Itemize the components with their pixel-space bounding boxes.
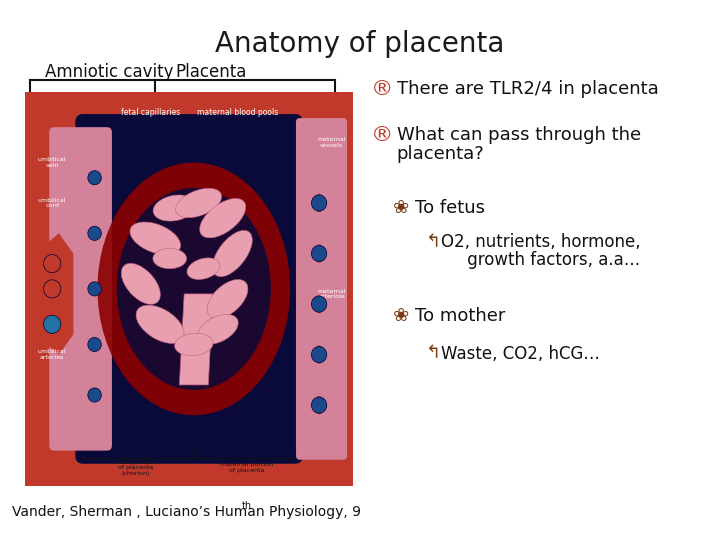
Text: Vander, Sherman , Luciano’s Human Physiology, 9: Vander, Sherman , Luciano’s Human Physio… <box>12 505 361 519</box>
Ellipse shape <box>197 314 238 345</box>
Circle shape <box>311 397 327 413</box>
Circle shape <box>88 282 102 296</box>
Ellipse shape <box>117 188 271 390</box>
Circle shape <box>311 347 327 363</box>
Circle shape <box>88 388 102 402</box>
Text: maternal
vessels: maternal vessels <box>318 137 346 148</box>
Ellipse shape <box>97 163 290 415</box>
Text: ❀: ❀ <box>393 306 409 326</box>
Ellipse shape <box>176 188 222 218</box>
Circle shape <box>311 195 327 211</box>
Text: maternal portion
of placenta: maternal portion of placenta <box>220 462 274 473</box>
Text: Placenta: Placenta <box>175 63 246 81</box>
Ellipse shape <box>153 248 186 269</box>
Circle shape <box>88 226 102 240</box>
Polygon shape <box>179 294 213 385</box>
Ellipse shape <box>136 305 184 343</box>
Text: Anatomy of placenta: Anatomy of placenta <box>215 30 505 58</box>
Text: umbilical
cord: umbilical cord <box>38 198 66 208</box>
Text: ↰: ↰ <box>426 233 441 252</box>
Polygon shape <box>35 233 73 355</box>
Text: ®: ® <box>371 79 393 99</box>
FancyBboxPatch shape <box>296 118 347 460</box>
Text: ❀: ❀ <box>393 198 409 218</box>
Text: There are TLR2/4 in placenta: There are TLR2/4 in placenta <box>397 80 659 98</box>
Ellipse shape <box>130 222 181 255</box>
Circle shape <box>43 254 61 273</box>
Ellipse shape <box>313 396 325 414</box>
Text: growth factors, a.a…: growth factors, a.a… <box>441 252 640 269</box>
Text: maternal
arteriole: maternal arteriole <box>318 288 346 299</box>
Circle shape <box>311 246 327 261</box>
Ellipse shape <box>313 295 325 313</box>
Text: To fetus: To fetus <box>415 199 485 217</box>
Ellipse shape <box>313 346 325 364</box>
Text: th: th <box>242 501 252 511</box>
Ellipse shape <box>207 280 248 319</box>
Circle shape <box>43 280 61 298</box>
Text: fetal portion
of placenta
(chorion): fetal portion of placenta (chorion) <box>117 460 156 476</box>
Circle shape <box>88 338 102 352</box>
FancyBboxPatch shape <box>76 114 302 464</box>
Text: umbilical
arteries: umbilical arteries <box>38 349 66 360</box>
Circle shape <box>311 296 327 312</box>
Text: fetal capillaries: fetal capillaries <box>121 107 180 117</box>
Text: umbilical
vein: umbilical vein <box>38 157 66 168</box>
Ellipse shape <box>153 195 196 221</box>
Ellipse shape <box>187 258 220 280</box>
Text: O2, nutrients, hormone,: O2, nutrients, hormone, <box>441 233 640 252</box>
Text: Waste, CO2, hCG…: Waste, CO2, hCG… <box>441 345 600 363</box>
Ellipse shape <box>121 264 161 305</box>
FancyBboxPatch shape <box>49 127 112 450</box>
Ellipse shape <box>313 194 325 212</box>
Text: ↰: ↰ <box>426 345 441 363</box>
FancyBboxPatch shape <box>20 87 358 491</box>
Text: To mother: To mother <box>415 307 505 325</box>
Circle shape <box>43 315 61 333</box>
Text: What can pass through the: What can pass through the <box>397 126 641 144</box>
Ellipse shape <box>212 231 252 276</box>
Text: ®: ® <box>371 125 393 145</box>
Ellipse shape <box>313 245 325 262</box>
Ellipse shape <box>199 198 246 238</box>
Ellipse shape <box>174 333 213 356</box>
Text: Amniotic cavity: Amniotic cavity <box>45 63 174 81</box>
Circle shape <box>88 171 102 185</box>
Text: maternal blood pools: maternal blood pools <box>197 107 278 117</box>
Text: placenta?: placenta? <box>397 145 485 163</box>
